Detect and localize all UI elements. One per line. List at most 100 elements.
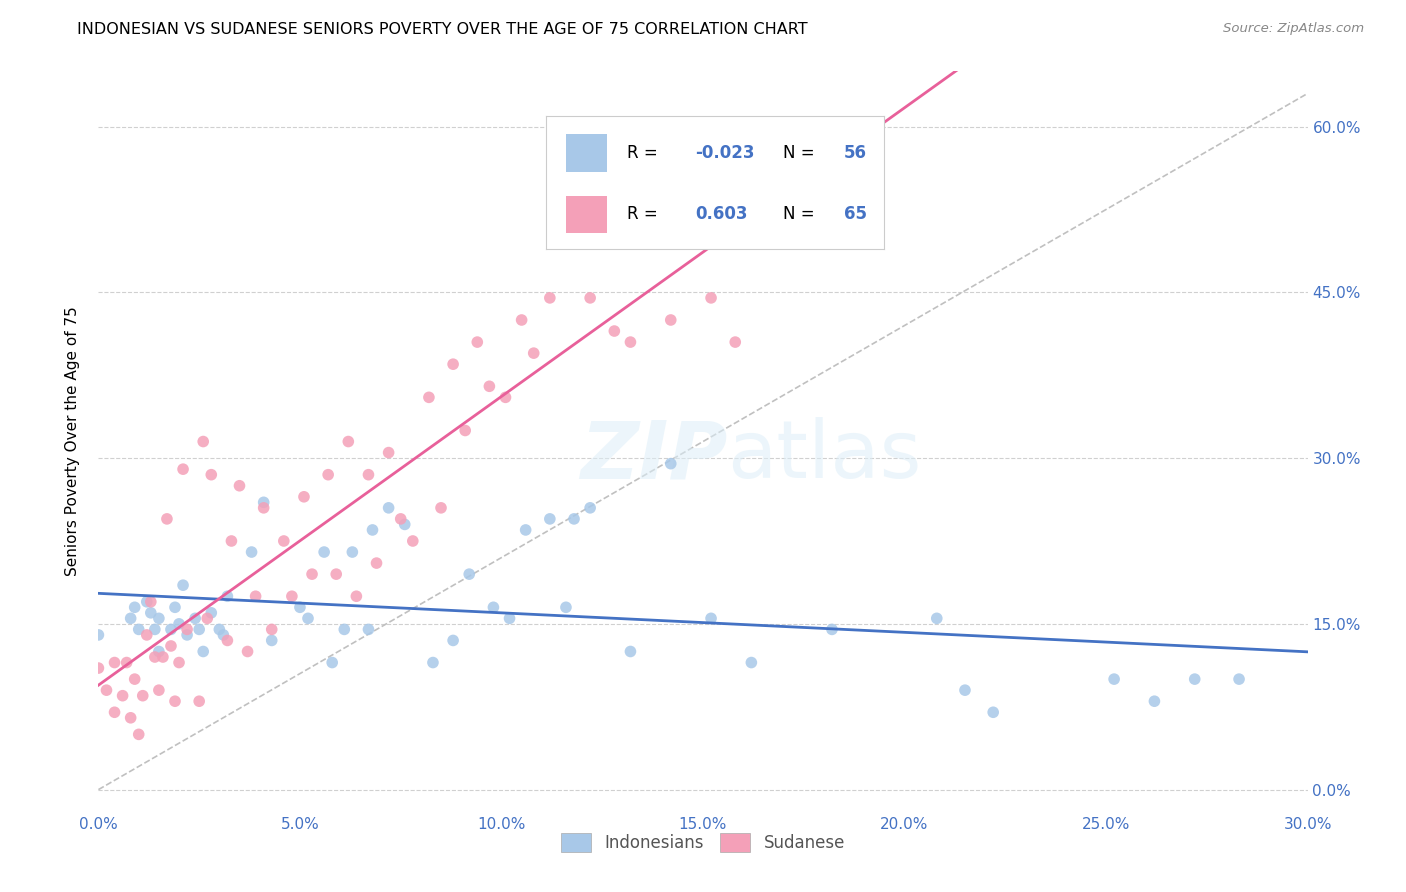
Point <box>87 661 110 675</box>
Point <box>124 672 146 686</box>
Point <box>132 689 155 703</box>
Point <box>124 600 146 615</box>
Y-axis label: Seniors Poverty Over the Age of 75: Seniors Poverty Over the Age of 75 <box>65 307 80 576</box>
Point <box>111 689 134 703</box>
Point <box>167 656 190 670</box>
Point <box>163 694 186 708</box>
Point <box>981 706 1004 720</box>
Text: ZIP: ZIP <box>579 417 727 495</box>
Point <box>160 623 183 637</box>
Point <box>314 545 336 559</box>
Point <box>579 291 602 305</box>
Point <box>377 445 399 459</box>
Point <box>103 656 125 670</box>
Point <box>366 556 388 570</box>
Point <box>498 611 520 625</box>
Point <box>361 523 384 537</box>
Point <box>176 628 198 642</box>
Point <box>163 600 186 615</box>
Point <box>148 683 170 698</box>
Point <box>465 335 488 350</box>
Point <box>135 595 157 609</box>
Point <box>700 611 723 625</box>
Text: INDONESIAN VS SUDANESE SENIORS POVERTY OVER THE AGE OF 75 CORRELATION CHART: INDONESIAN VS SUDANESE SENIORS POVERTY O… <box>77 22 808 37</box>
Point <box>221 533 243 548</box>
Point <box>495 390 517 404</box>
Text: Source: ZipAtlas.com: Source: ZipAtlas.com <box>1223 22 1364 36</box>
Point <box>562 512 585 526</box>
Point <box>357 467 380 482</box>
Point <box>821 623 844 637</box>
Point <box>683 169 706 184</box>
Point <box>333 623 356 637</box>
Point <box>1143 694 1166 708</box>
Point <box>342 545 364 559</box>
Point <box>245 589 267 603</box>
Point <box>925 611 948 625</box>
Point <box>454 424 477 438</box>
Point <box>441 633 464 648</box>
Point <box>555 600 578 615</box>
Point <box>659 457 682 471</box>
Point <box>120 711 142 725</box>
Point <box>172 578 194 592</box>
Point <box>253 495 276 509</box>
Point <box>458 567 481 582</box>
Point <box>579 500 602 515</box>
Point <box>430 500 453 515</box>
Point <box>188 623 211 637</box>
Point <box>377 500 399 515</box>
Point <box>193 434 215 449</box>
Point <box>1227 672 1250 686</box>
Point <box>482 600 505 615</box>
Text: atlas: atlas <box>727 417 921 495</box>
Point <box>344 589 367 603</box>
Point <box>128 623 150 637</box>
Point <box>603 324 626 338</box>
Point <box>510 313 533 327</box>
Point <box>143 650 166 665</box>
Point <box>832 125 855 139</box>
Point <box>139 595 162 609</box>
Point <box>538 512 561 526</box>
Point <box>212 628 235 642</box>
Point <box>389 512 412 526</box>
Point <box>953 683 976 698</box>
Point <box>253 500 276 515</box>
Point <box>273 533 295 548</box>
Point <box>740 180 762 194</box>
Point <box>394 517 416 532</box>
Point <box>143 623 166 637</box>
Point <box>619 335 641 350</box>
Point <box>115 656 138 670</box>
Point <box>120 611 142 625</box>
Point <box>724 335 747 350</box>
Point <box>128 727 150 741</box>
Point <box>619 644 641 658</box>
Point <box>156 512 179 526</box>
Point <box>139 606 162 620</box>
Point <box>152 650 174 665</box>
Point <box>316 467 339 482</box>
Point <box>160 639 183 653</box>
Point <box>208 623 231 637</box>
Point <box>441 357 464 371</box>
Point <box>297 611 319 625</box>
Point <box>96 683 118 698</box>
Point <box>337 434 360 449</box>
Point <box>301 567 323 582</box>
Point <box>740 656 762 670</box>
Point <box>1102 672 1125 686</box>
Point <box>87 628 110 642</box>
Point <box>418 390 440 404</box>
Point <box>167 616 190 631</box>
Point <box>292 490 315 504</box>
Point <box>200 467 222 482</box>
Point <box>281 589 304 603</box>
Point <box>135 628 157 642</box>
Point <box>288 600 311 615</box>
Point <box>236 644 259 658</box>
Point <box>700 291 723 305</box>
Point <box>172 462 194 476</box>
Point <box>659 313 682 327</box>
